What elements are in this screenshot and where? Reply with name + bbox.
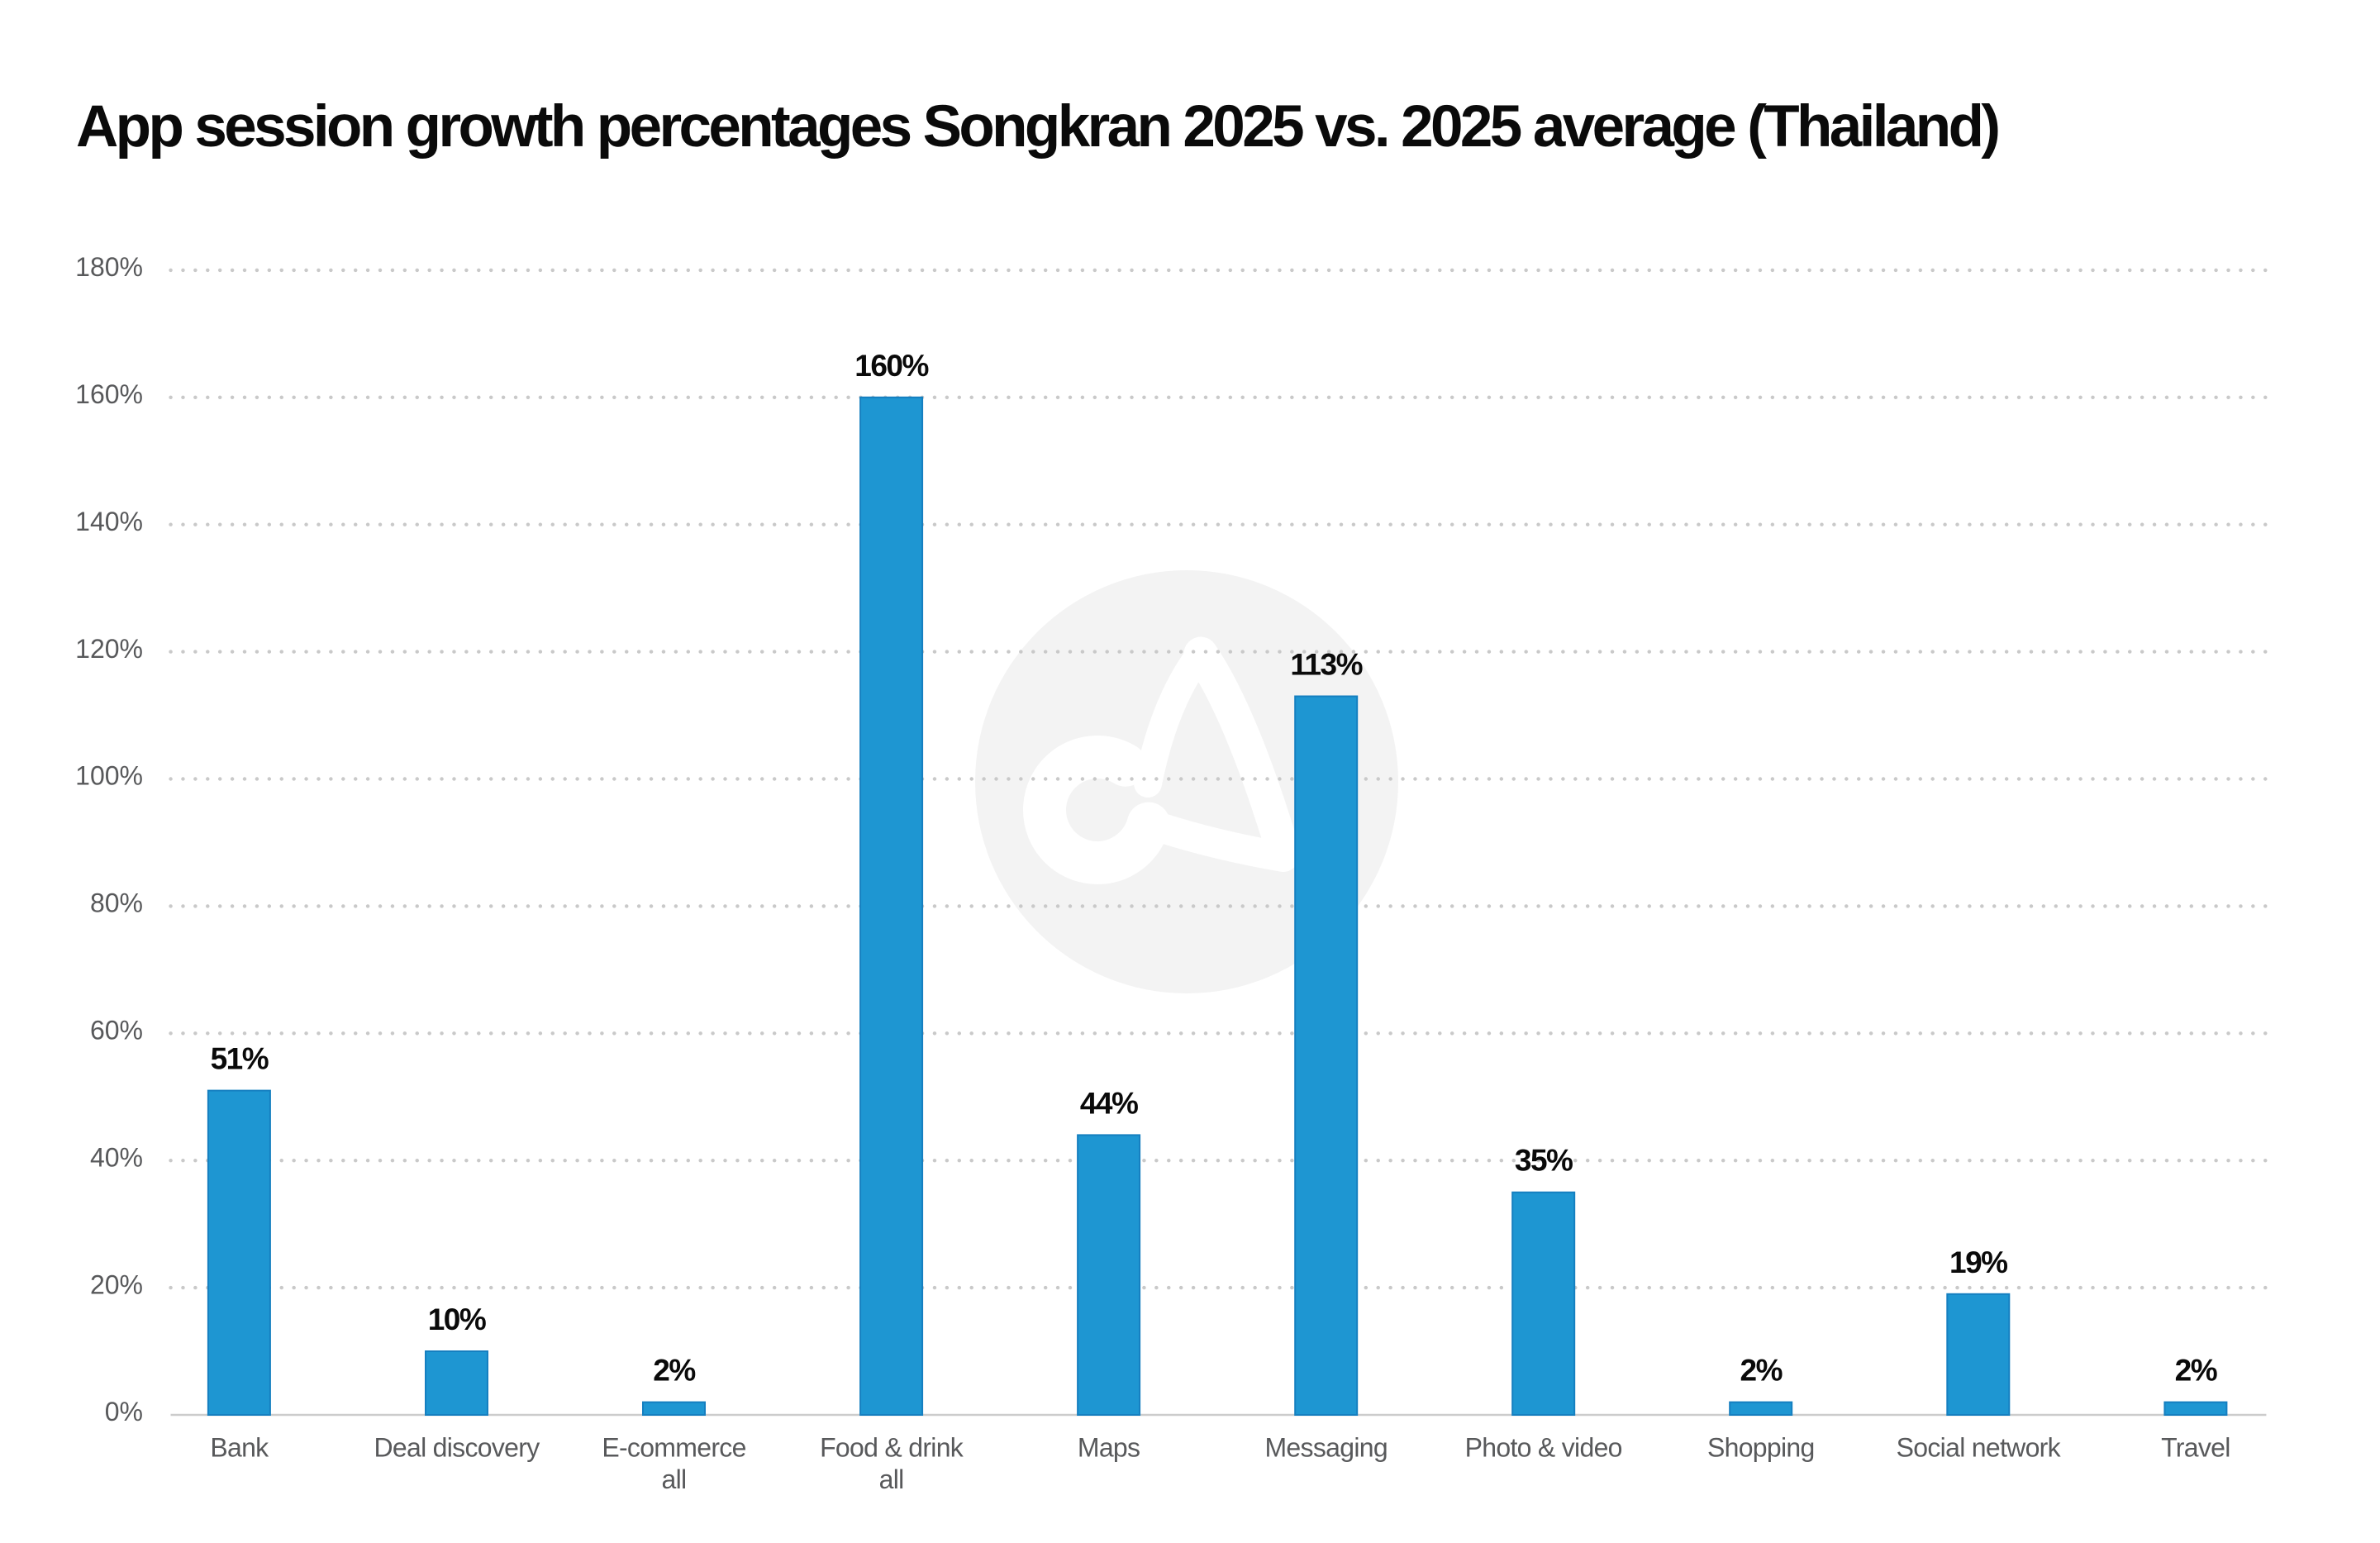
svg-text:35%: 35% xyxy=(1515,1144,1573,1178)
svg-text:140%: 140% xyxy=(75,507,143,536)
svg-text:Bank: Bank xyxy=(210,1432,269,1462)
svg-text:44%: 44% xyxy=(1080,1086,1138,1120)
svg-text:60%: 60% xyxy=(90,1016,143,1045)
svg-text:19%: 19% xyxy=(1949,1245,2007,1279)
svg-text:20%: 20% xyxy=(90,1269,143,1299)
svg-text:120%: 120% xyxy=(75,634,143,664)
svg-text:Photo & video: Photo & video xyxy=(1465,1432,1622,1462)
svg-text:E-commerce: E-commerce xyxy=(602,1432,745,1462)
svg-text:180%: 180% xyxy=(75,252,143,282)
svg-text:0%: 0% xyxy=(105,1397,143,1426)
svg-text:Food & drink: Food & drink xyxy=(820,1432,964,1462)
svg-text:51%: 51% xyxy=(211,1042,269,1076)
svg-text:Messaging: Messaging xyxy=(1264,1432,1387,1462)
svg-text:113%: 113% xyxy=(1290,648,1362,682)
svg-text:2%: 2% xyxy=(653,1354,695,1388)
svg-text:80%: 80% xyxy=(90,888,143,918)
svg-text:160%: 160% xyxy=(854,349,928,383)
svg-text:2%: 2% xyxy=(2175,1354,2217,1388)
svg-text:Travel: Travel xyxy=(2161,1432,2230,1462)
svg-text:10%: 10% xyxy=(428,1303,486,1336)
svg-text:Social network: Social network xyxy=(1897,1432,2062,1462)
svg-text:Deal discovery: Deal discovery xyxy=(374,1432,540,1462)
svg-text:40%: 40% xyxy=(90,1142,143,1172)
svg-text:160%: 160% xyxy=(75,379,143,409)
svg-text:Shopping: Shopping xyxy=(1707,1432,1815,1462)
svg-text:all: all xyxy=(662,1464,687,1494)
svg-text:100%: 100% xyxy=(75,761,143,791)
svg-text:2%: 2% xyxy=(1740,1354,1783,1388)
svg-text:App session growth percentages: App session growth percentages Songkran … xyxy=(76,94,2001,160)
svg-text:all: all xyxy=(879,1464,904,1494)
svg-text:Maps: Maps xyxy=(1078,1432,1140,1462)
